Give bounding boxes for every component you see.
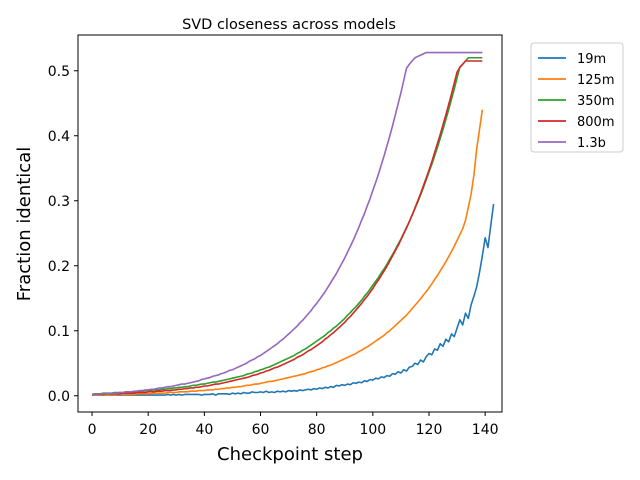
x-axis-ticks: 0 20 40 60 80 100 120 140 [88, 412, 499, 438]
chart-title: SVD closeness across models [182, 17, 396, 33]
plot-area: 0 20 40 60 80 100 120 140 0.0 0.1 0.2 0.3 0.4 0.5 [48, 34, 503, 438]
x-tick-label: 100 [359, 422, 386, 438]
y-tick-label: 0.3 [48, 194, 70, 210]
series-line-350m [91, 56, 483, 396]
plot-frame [77, 34, 503, 413]
y-tick-label: 0.1 [48, 324, 70, 340]
x-tick-label: 40 [195, 422, 213, 438]
legend: 19m 125m 350m 800m 1.3b [530, 42, 624, 153]
x-axis-label: Checkpoint step [217, 444, 363, 465]
y-tick-label: 0.5 [48, 64, 70, 80]
legend-label-1.3b: 1.3b [577, 136, 606, 151]
legend-label-19m: 19m [577, 52, 606, 67]
series-line-19m [92, 203, 495, 396]
y-tick-label: 0.0 [48, 389, 70, 405]
legend-label-350m: 350m [577, 94, 614, 109]
x-tick-label: 80 [308, 422, 326, 438]
series-line-125m [92, 109, 484, 396]
x-tick-label: 60 [252, 422, 270, 438]
series-line-1.3b [91, 51, 483, 396]
x-tick-label: 120 [416, 422, 443, 438]
legend-label-800m: 800m [577, 115, 614, 130]
legend-label-125m: 125m [577, 73, 614, 88]
legend-frame [530, 42, 624, 153]
y-axis-label: Fraction identical [14, 147, 35, 301]
x-tick-label: 20 [139, 422, 157, 438]
series-line-800m [92, 60, 483, 396]
series-layer [91, 51, 495, 396]
y-tick-label: 0.4 [48, 129, 70, 145]
y-tick-label: 0.2 [48, 259, 70, 275]
y-axis-ticks: 0.0 0.1 0.2 0.3 0.4 0.5 [48, 64, 78, 405]
x-tick-label: 140 [472, 422, 499, 438]
x-tick-label: 0 [88, 422, 97, 438]
